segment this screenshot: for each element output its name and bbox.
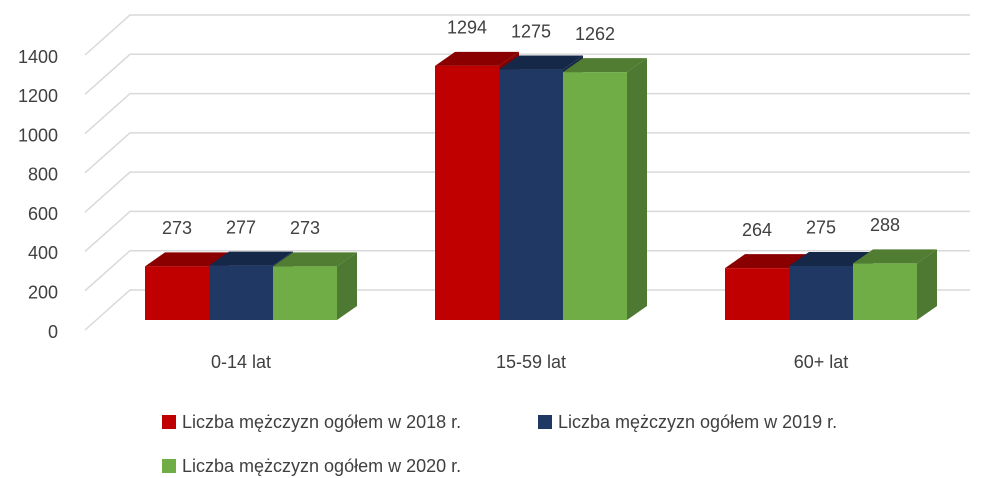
data-label: 288 [870, 215, 900, 235]
grid-line [84, 132, 970, 174]
bar-side [627, 58, 647, 320]
y-tick-label: 1400 [18, 47, 58, 67]
bar-side [917, 249, 937, 320]
bar [499, 69, 563, 320]
data-label: 275 [806, 218, 836, 238]
legend-swatch [162, 415, 176, 429]
bar-side [337, 252, 357, 320]
bar-top [145, 252, 229, 267]
bar [853, 263, 917, 320]
data-label: 273 [162, 218, 192, 238]
bar-top [853, 249, 937, 264]
bar [145, 266, 209, 320]
y-tick-label: 800 [28, 165, 58, 185]
bar-top [725, 254, 809, 269]
y-tick-label: 400 [28, 243, 58, 263]
x-tick-label: 60+ lat [794, 352, 849, 372]
x-tick-label: 15-59 lat [496, 352, 566, 372]
grid-line [84, 53, 970, 95]
x-tick-label: 0-14 lat [211, 352, 271, 372]
bar-top [563, 58, 647, 73]
grid-line [84, 249, 970, 292]
y-tick-label: 0 [48, 322, 58, 342]
legend-label: Liczba mężczyzn ogółem w 2018 r. [182, 412, 461, 432]
grid-line [84, 210, 970, 252]
y-tick-label: 600 [28, 204, 58, 224]
bar-top [499, 55, 583, 70]
y-tick-label: 200 [28, 282, 58, 302]
data-label: 1275 [511, 21, 551, 41]
bar [435, 65, 499, 320]
bar-top [435, 51, 519, 66]
legend-label: Liczba mężczyzn ogółem w 2019 r. [558, 412, 837, 432]
data-label: 1262 [575, 24, 615, 44]
grid-line [84, 171, 970, 213]
grid-line [84, 92, 970, 135]
grid-line [84, 289, 970, 331]
grid-line [84, 14, 970, 56]
data-label: 273 [290, 218, 320, 238]
data-label: 1294 [447, 18, 487, 38]
data-label: 277 [226, 217, 256, 237]
legend-label: Liczba mężczyzn ogółem w 2020 r. [182, 456, 461, 476]
bar-top [209, 251, 293, 266]
y-tick-label: 1000 [18, 125, 58, 145]
bar [273, 266, 337, 320]
legend-swatch [162, 459, 176, 473]
y-tick-label: 1200 [18, 86, 58, 106]
bar-top [789, 251, 873, 266]
legend-swatch [538, 415, 552, 429]
bar [209, 265, 273, 320]
bar [789, 265, 853, 320]
bar [563, 72, 627, 320]
bar [725, 268, 789, 320]
data-label: 264 [742, 220, 772, 240]
bar-top [273, 252, 357, 267]
